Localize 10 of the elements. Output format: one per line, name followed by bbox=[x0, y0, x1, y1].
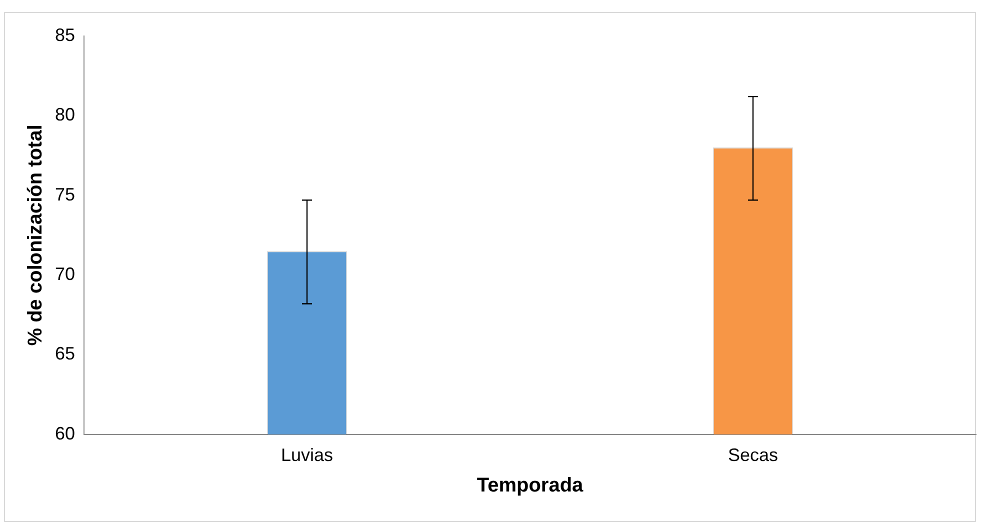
x-tick-label: Secas bbox=[728, 445, 778, 466]
x-tick-label: Luvias bbox=[281, 445, 334, 466]
y-tick-label: 65 bbox=[54, 344, 76, 364]
y-tick-label: 70 bbox=[54, 264, 76, 284]
y-tick-label: 85 bbox=[54, 24, 76, 45]
y-axis-title: % de colonización total bbox=[24, 124, 47, 346]
y-tick-label: 60 bbox=[54, 423, 76, 444]
y-tick-label: 80 bbox=[54, 104, 76, 125]
y-tick-label: 75 bbox=[54, 184, 76, 204]
x-axis-title: Temporada bbox=[476, 474, 584, 497]
